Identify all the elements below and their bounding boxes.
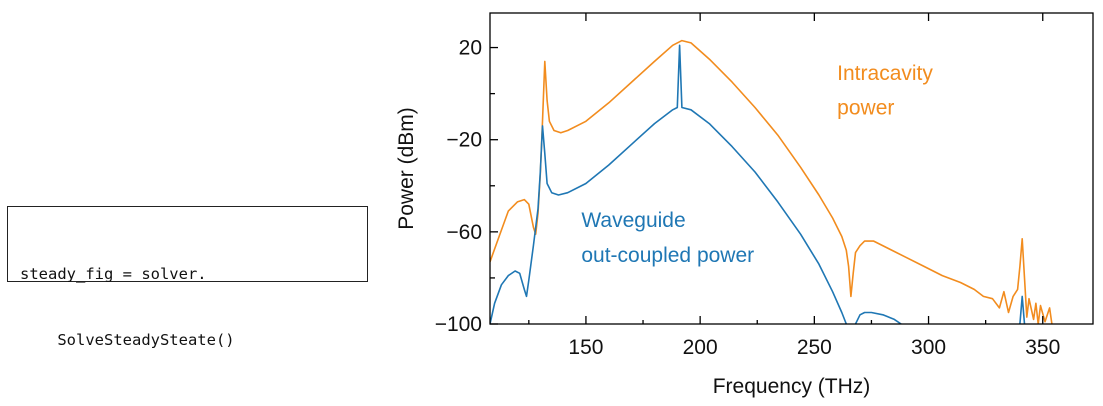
annotation-intracavity-power: power: [837, 96, 894, 119]
code-cell: steady_fig = solver. SolveSteadySteate(): [7, 206, 368, 349]
y-tick-label-3: −100: [435, 313, 482, 336]
y-tick-label-0: 20: [459, 37, 482, 60]
series-line-1: [490, 44, 848, 324]
y-axis-label: Power (dBm): [395, 107, 418, 230]
code-line-1: steady_fig = solver.: [20, 265, 207, 283]
y-tick-label-2: −60: [446, 221, 482, 244]
series-layer: [490, 39, 1053, 324]
annotation-intracavity: Intracavity: [837, 62, 933, 85]
annotation-waveguide: Waveguide: [581, 209, 685, 232]
y-tick-label-1: −20: [446, 129, 482, 152]
tick-layer: 150 200 250 300 350 20 −20 −60 −100: [435, 13, 1060, 359]
series-line-0: [490, 39, 1053, 324]
x-tick-label-1: 200: [683, 336, 718, 359]
x-tick-label-2: 250: [797, 336, 832, 359]
x-tick-label-4: 350: [1025, 336, 1060, 359]
annotation-out-coupled-power: out-coupled power: [581, 244, 754, 267]
x-tick-label-0: 150: [568, 336, 603, 359]
code-line-2: SolveSteadySteate(): [20, 331, 235, 349]
x-tick-label-3: 300: [911, 336, 946, 359]
x-axis-label: Frequency (THz): [713, 375, 871, 398]
series-line-2: [854, 311, 902, 324]
series-line-3: [1019, 295, 1026, 324]
plot-frame: [489, 12, 1094, 325]
